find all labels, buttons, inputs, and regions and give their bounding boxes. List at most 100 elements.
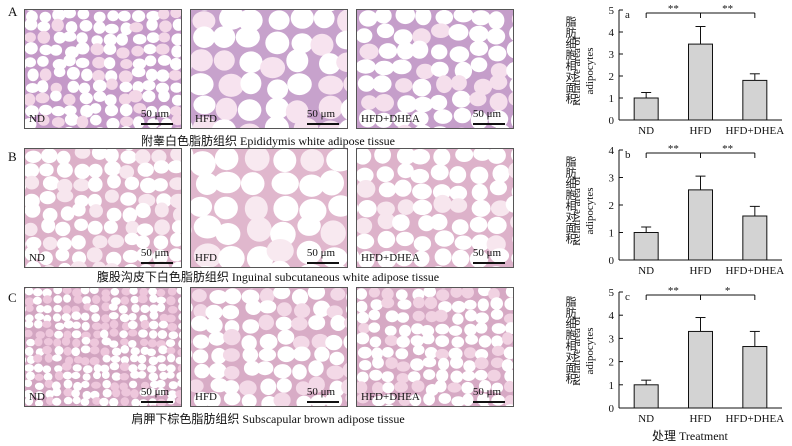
bar-hfd xyxy=(688,330,713,409)
y-tick-label: 5 xyxy=(609,287,615,299)
scale-bar xyxy=(473,262,505,264)
x-tick-label: HFD xyxy=(689,125,711,137)
caption-c: 肩胛下棕色脂肪组织 Subscapular brown adipose tiss… xyxy=(131,412,405,426)
significance-label: * xyxy=(725,285,731,297)
scale-text: 50 μm xyxy=(472,386,502,398)
bar-nd xyxy=(633,232,659,261)
scale-bar xyxy=(307,401,339,403)
y-tick-label: 2 xyxy=(609,200,615,212)
scale-bar xyxy=(307,123,339,125)
y-tick-label: 3 xyxy=(609,49,615,61)
panel-letter-c: C xyxy=(8,290,17,305)
micrograph-b-hfd: HFD 50 μm xyxy=(190,148,348,268)
ylabel-en-line1: Relative area of xyxy=(571,36,583,106)
ylabel-cn-c: 脂肪细胞相对面积 xyxy=(564,296,576,384)
scale-text: 50 μm xyxy=(306,386,336,398)
ylabel-en-line2: adipocytes xyxy=(584,327,596,375)
bar-hfd xyxy=(688,43,713,121)
scale-text: 50 μm xyxy=(472,108,502,120)
x-tick-label: HFD xyxy=(689,413,711,425)
micrograph-a-hfd: HFD 50 μm xyxy=(190,9,348,129)
group-label: HFD xyxy=(195,252,218,264)
y-tick-label: 4 xyxy=(609,310,615,322)
bar-hfd xyxy=(688,189,713,261)
y-tick-label: 1 xyxy=(609,228,615,240)
bar-hfd-dhea xyxy=(742,79,768,121)
group-label: HFD+DHEA xyxy=(361,252,420,264)
chart-panel-letter: a xyxy=(625,9,630,21)
ylabel-en-line2: adipocytes xyxy=(584,47,596,95)
micrograph-a-nd: ND 50 μm xyxy=(24,9,182,129)
y-tick-label: 3 xyxy=(609,333,615,345)
x-tick-label: HFD+DHEA xyxy=(725,413,784,425)
y-tick-label: 4 xyxy=(609,27,615,39)
y-tick-label: 0 xyxy=(609,255,615,267)
scale-text: 50 μm xyxy=(306,108,336,120)
chart-panel-letter: b xyxy=(625,149,631,161)
micrograph-c-hfd-dhea: HFD+DHEA 50 μm xyxy=(356,287,514,407)
scale-bar xyxy=(473,123,505,125)
scale-bar xyxy=(307,262,339,264)
bar-hfd-dhea xyxy=(742,346,768,409)
micrograph-a-hfd-dhea: HFD+DHEA 50 μm xyxy=(356,9,514,129)
x-tick-label: ND xyxy=(638,413,654,425)
y-tick-label: 0 xyxy=(609,115,615,127)
bar-chart-a: 0 1 2 3 4 5 a ND HFD HFD+DHEA ** ** xyxy=(609,3,785,137)
scale-text: 50 μm xyxy=(306,247,336,259)
ylabel-en-line1: Relative area of xyxy=(571,176,583,246)
panel-letter-b: B xyxy=(8,149,17,164)
ylabel-cn-b: 脂肪细胞相对面积 xyxy=(564,156,576,244)
y-tick-label: 4 xyxy=(609,145,615,157)
scale-text: 50 μm xyxy=(472,247,502,259)
x-tick-label: ND xyxy=(638,125,654,137)
scale-bar xyxy=(473,401,505,403)
panel-letter-a: A xyxy=(8,4,18,19)
x-axis-title: 处理 Treatment xyxy=(652,429,728,443)
y-tick-label: 1 xyxy=(609,93,615,105)
caption-a: 附睾白色脂肪组织 Epididymis white adipose tissue xyxy=(141,134,395,148)
ylabel-en-line1: Relative area of xyxy=(571,316,583,386)
scale-bar xyxy=(141,262,173,264)
micrograph-b-hfd-dhea: HFD+DHEA 50 μm xyxy=(356,148,514,268)
group-label: HFD+DHEA xyxy=(361,391,420,403)
scale-bar xyxy=(141,123,173,125)
y-tick-label: 3 xyxy=(609,173,615,185)
bar-nd xyxy=(633,97,659,121)
significance-label: ** xyxy=(668,143,679,155)
micrograph-c-hfd: HFD 50 μm xyxy=(190,287,348,407)
bar-hfd-dhea xyxy=(742,215,768,261)
x-tick-label: HFD+DHEA xyxy=(725,125,784,137)
ylabel-en-c: Relative area of adipocytes xyxy=(571,301,597,401)
chart-panel-letter: c xyxy=(625,291,630,303)
y-tick-label: 2 xyxy=(609,71,615,83)
x-tick-label: HFD+DHEA xyxy=(725,265,784,277)
group-label: ND xyxy=(29,391,45,403)
y-tick-label: 1 xyxy=(609,380,615,392)
scale-bar xyxy=(141,401,173,403)
ylabel-en-line2: adipocytes xyxy=(584,187,596,235)
y-tick-label: 5 xyxy=(609,5,615,17)
y-tick-label: 0 xyxy=(609,403,615,415)
scale-text: 50 μm xyxy=(140,108,170,120)
scale-text: 50 μm xyxy=(140,386,170,398)
significance-label: ** xyxy=(722,143,733,155)
y-tick-label: 2 xyxy=(609,357,615,369)
significance-label: ** xyxy=(668,285,679,297)
micrograph-b-nd: ND 50 μm xyxy=(24,148,182,268)
x-tick-label: ND xyxy=(638,265,654,277)
micrograph-c-nd: ND 50 μm xyxy=(24,287,182,407)
group-label: HFD xyxy=(195,113,218,125)
group-label: ND xyxy=(29,252,45,264)
group-label: ND xyxy=(29,113,45,125)
bar-nd xyxy=(633,384,659,409)
scale-text: 50 μm xyxy=(140,247,170,259)
bar-chart-b: 0 1 2 3 4 b ND HFD HFD+DHEA ** ** xyxy=(609,143,785,277)
significance-label: ** xyxy=(722,3,733,15)
x-tick-label: HFD xyxy=(689,265,711,277)
group-label: HFD xyxy=(195,391,218,403)
ylabel-en-a: Relative area of adipocytes xyxy=(571,21,597,121)
caption-b: 腹股沟皮下白色脂肪组织 Inguinal subcutaneous white … xyxy=(96,270,440,284)
significance-label: ** xyxy=(668,3,679,15)
ylabel-en-b: Relative area of adipocytes xyxy=(571,161,597,261)
